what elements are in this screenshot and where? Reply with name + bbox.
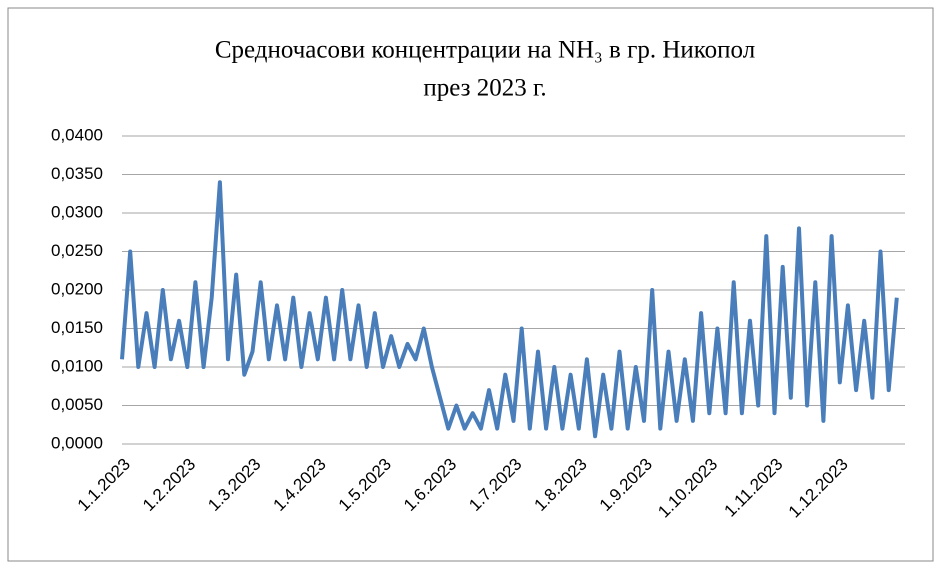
- chart-subtitle: през 2023 г.: [423, 75, 546, 102]
- y-tick-label: 0,0350: [51, 164, 103, 183]
- chart-title: Средночасови концентрации на NH₃ в гр. Н…: [215, 37, 755, 64]
- y-tick-label: 0,0150: [51, 318, 103, 337]
- y-tick-label: 0,0250: [51, 241, 103, 260]
- y-tick-label: 0,0200: [51, 279, 103, 298]
- data-line: [120, 180, 899, 439]
- y-tick-label: 0,0300: [51, 202, 103, 221]
- chart-frame: [7, 7, 934, 562]
- y-tick-label: 0,0400: [51, 125, 103, 144]
- y-tick-label: 0,0000: [51, 433, 103, 452]
- y-tick-label: 0,0100: [51, 356, 103, 375]
- y-tick-label: 0,0050: [51, 395, 103, 414]
